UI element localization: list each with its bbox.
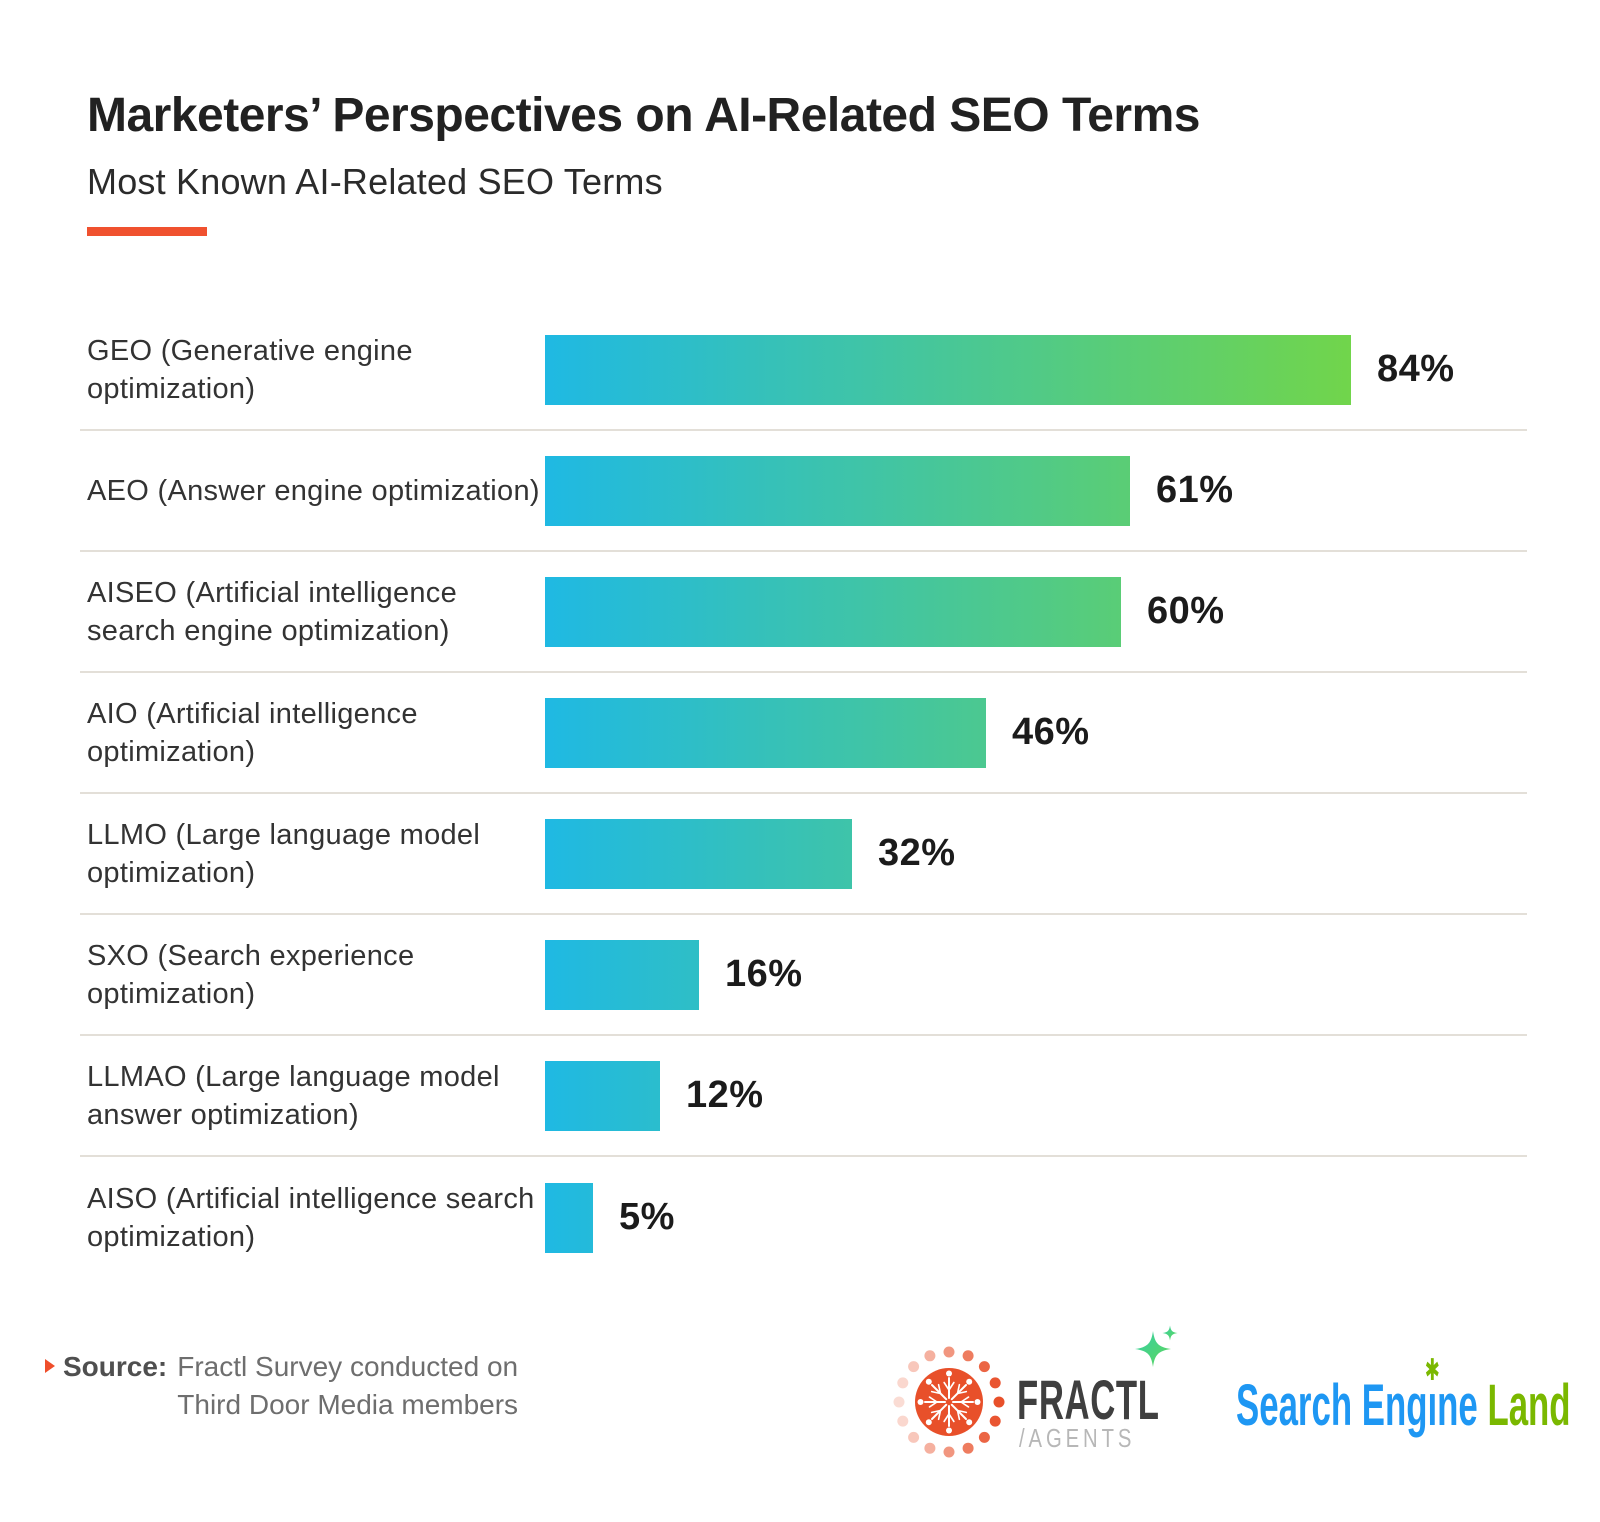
bar-area: 32%	[545, 818, 1527, 889]
value-label: 5%	[619, 1196, 675, 1239]
header: Marketers’ Perspectives on AI-Related SE…	[0, 0, 1600, 237]
chart-subtitle: Most Known AI-Related SEO Terms	[87, 161, 663, 203]
bar-area: 61%	[545, 455, 1527, 526]
sparkle-icon	[1135, 1325, 1178, 1368]
value-label: 12%	[686, 1074, 764, 1117]
bar-area: 84%	[545, 334, 1527, 405]
value-label: 46%	[1012, 711, 1090, 754]
category-label: SXO (Search experience optimization)	[87, 939, 415, 1010]
sel-gear-icon: ✱	[1424, 1354, 1440, 1388]
bar-area: 46%	[545, 697, 1527, 768]
fractl-wordmark: FRACTL /AGENTS	[1017, 1325, 1202, 1455]
bar	[545, 455, 1130, 526]
sel-text-pre: Search Eng	[1236, 1373, 1428, 1439]
chart-row: AEO (Answer engine optimization) 61%	[80, 431, 1527, 553]
fractl-agents-label: /AGENTS	[1019, 1423, 1136, 1454]
chart-row: SXO (Search experience optimization) 16%	[80, 915, 1527, 1037]
bar-area: 5%	[545, 1182, 1527, 1253]
bar	[545, 334, 1351, 405]
bar-area: 16%	[545, 939, 1527, 1010]
bar	[545, 818, 852, 889]
value-label: 61%	[1156, 469, 1234, 512]
bar-chart: GEO (Generative engine optimization) 84%…	[80, 310, 1527, 1278]
category-label: AIO (Artificial intelligence optimizatio…	[87, 697, 418, 768]
bar	[545, 939, 699, 1010]
page-title: Marketers’ Perspectives on AI-Related SE…	[87, 89, 1200, 142]
bar	[545, 576, 1121, 647]
sel-letter-i: ı ✱	[1424, 1354, 1440, 1439]
category-label: AISO (Artificial intelligence search opt…	[87, 1182, 535, 1253]
category-label: AEO (Answer engine optimization)	[87, 474, 540, 507]
sel-text-land: Land	[1487, 1373, 1571, 1439]
chart-row: LLMAO (Large language model answer optim…	[80, 1036, 1527, 1158]
category-label: LLMO (Large language model optimization)	[87, 818, 481, 889]
bar-area: 12%	[545, 1060, 1527, 1131]
chart-row: AIO (Artificial intelligence optimizatio…	[80, 673, 1527, 795]
source-arrow-icon	[45, 1359, 55, 1374]
chart-row: AISEO (Artificial intelligence search en…	[80, 552, 1527, 674]
fractl-logo: FRACTL /AGENTS	[893, 1325, 1202, 1458]
source-label: Source:	[63, 1351, 168, 1383]
value-label: 60%	[1147, 590, 1225, 633]
bar	[545, 1060, 660, 1131]
source-text-line2: Third Door Media members	[177, 1389, 519, 1421]
sel-text-post: ne	[1437, 1373, 1488, 1439]
source-text: Fractl Survey conducted on Third Door Me…	[177, 1348, 518, 1424]
source-text-line1: Fractl Survey conducted on	[177, 1351, 519, 1383]
fractl-snowflake-icon	[893, 1346, 1005, 1458]
sel-wordmark: Search Engı ✱ ne Land	[1236, 1354, 1571, 1439]
value-label: 16%	[725, 953, 803, 996]
bar	[545, 1182, 593, 1253]
bar-area: 60%	[545, 576, 1527, 647]
search-engine-land-logo: Search Engı ✱ ne Land	[1236, 1354, 1600, 1439]
chart-row: AISO (Artificial intelligence search opt…	[80, 1157, 1527, 1278]
fractl-name: FRACTL	[1017, 1368, 1160, 1432]
category-label: GEO (Generative engine optimization)	[87, 334, 413, 405]
source-note: Source: Fractl Survey conducted on Third…	[45, 1348, 518, 1424]
value-label: 32%	[878, 832, 956, 875]
accent-rule	[87, 227, 207, 237]
category-label: LLMAO (Large language model answer optim…	[87, 1060, 500, 1131]
bar	[545, 697, 986, 768]
value-label: 84%	[1377, 348, 1455, 391]
chart-row: LLMO (Large language model optimization)…	[80, 794, 1527, 916]
chart-row: GEO (Generative engine optimization) 84%	[80, 310, 1527, 432]
footer: Source: Fractl Survey conducted on Third…	[0, 1325, 1600, 1522]
category-label: AISEO (Artificial intelligence search en…	[87, 576, 458, 647]
